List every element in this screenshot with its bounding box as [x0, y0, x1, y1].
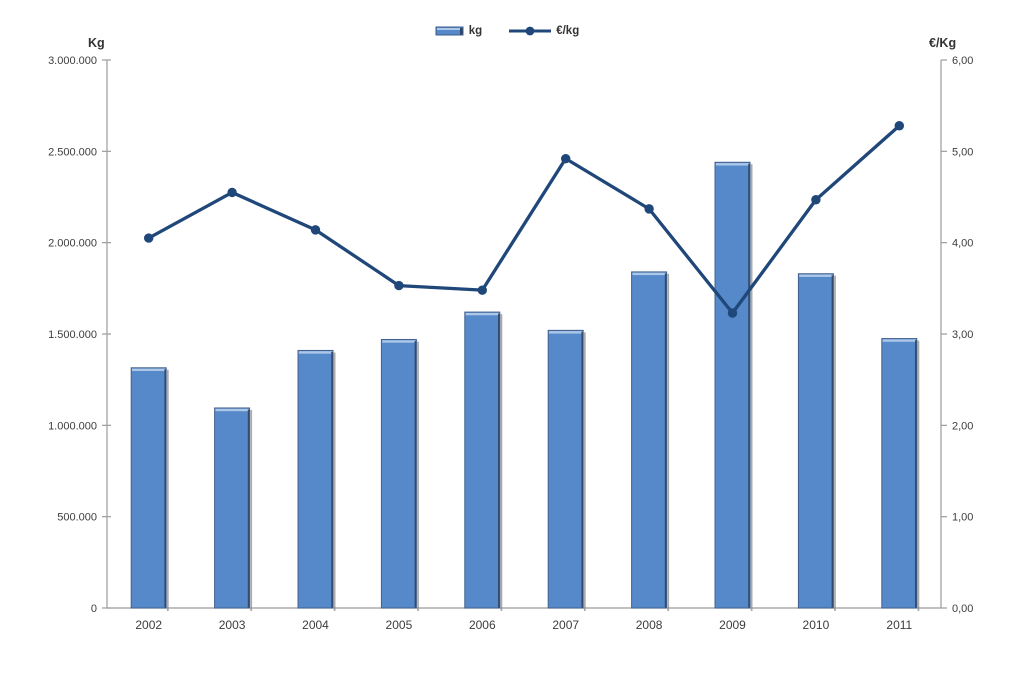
- line-point-2003: [227, 187, 237, 198]
- x-axis-label: 2003: [219, 618, 246, 632]
- bar-top-highlight: [215, 408, 249, 412]
- left-axis-tick-label: 0: [91, 603, 97, 615]
- x-axis-label: 2008: [636, 618, 663, 632]
- bar-top-highlight: [132, 368, 166, 371]
- line-point-2007: [561, 153, 571, 164]
- left-axis-tick-label: 1.500.000: [48, 329, 97, 341]
- right-axis-tick-label: 3,00: [952, 329, 973, 341]
- line-point-2011: [894, 121, 904, 131]
- left-axis-tick-label: 2.500.000: [48, 146, 97, 158]
- bar-2009: [714, 161, 751, 609]
- bar-2004: [297, 349, 334, 609]
- line-series: [147, 124, 901, 315]
- x-axis-label: 2010: [803, 618, 830, 632]
- bar-2006: [464, 311, 501, 609]
- x-axis-label: 2005: [386, 618, 413, 632]
- x-axis-label: 2007: [552, 618, 579, 632]
- bar-top-highlight: [632, 272, 666, 276]
- bar-top-highlight: [382, 340, 416, 343]
- right-axis-tick-label: 0,00: [952, 603, 973, 615]
- left-axis-tick-label: 500.000: [57, 512, 97, 524]
- bar-top-highlight: [298, 351, 333, 354]
- line-point-2006: [477, 285, 487, 295]
- bar-2010: [797, 273, 834, 609]
- left-axis-tick-label: 3.000.000: [48, 55, 97, 67]
- right-axis-tick-label: 1,00: [952, 512, 973, 524]
- bar-2008: [631, 271, 668, 609]
- right-axis-tick-label: 5,00: [952, 146, 973, 158]
- right-axis-tick-label: 2,00: [952, 420, 973, 432]
- left-axis-tick-label: 1.000.000: [48, 420, 97, 432]
- line-point-2005: [394, 280, 404, 291]
- left-axis-tick-label: 2.000.000: [48, 238, 97, 250]
- line-point-2010: [811, 195, 821, 205]
- line-point-2004: [310, 225, 321, 235]
- bar-top-highlight: [799, 274, 833, 277]
- x-axis-label: 2004: [302, 618, 329, 632]
- x-axis-label: 2002: [135, 618, 162, 632]
- bar-top-highlight: [715, 163, 750, 166]
- bar-top-highlight: [882, 339, 916, 342]
- bar-top-highlight: [549, 331, 583, 334]
- bar-2007: [547, 329, 584, 609]
- right-axis-title: €/Kg: [929, 36, 957, 50]
- bar-top-highlight: [465, 312, 499, 316]
- x-axis-label: 2011: [886, 618, 912, 632]
- right-axis-tick-label: 4,00: [952, 238, 973, 250]
- bar-2003: [214, 407, 251, 609]
- bar-2002: [130, 367, 167, 609]
- line-point-2002: [144, 233, 154, 243]
- bar-2005: [380, 338, 417, 609]
- right-axis-tick-label: 6,00: [952, 55, 973, 67]
- left-axis-title: Kg: [88, 36, 105, 50]
- line-point-2008: [644, 204, 654, 214]
- x-axis-label: 2006: [469, 618, 496, 632]
- x-axis-label: 2009: [719, 618, 746, 632]
- line-point-2009: [727, 308, 738, 318]
- bar-2011: [881, 338, 918, 609]
